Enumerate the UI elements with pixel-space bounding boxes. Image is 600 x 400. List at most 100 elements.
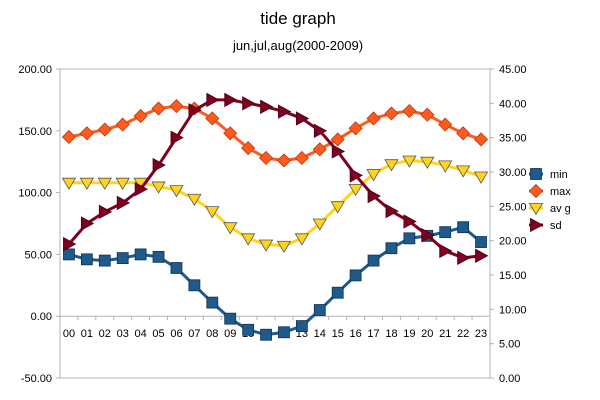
y-right-tick-label: 5.00 [499, 339, 520, 351]
legend-label-max: max [550, 186, 571, 198]
series-sd [63, 92, 489, 266]
data-point-avg [312, 218, 327, 231]
data-point-min [134, 248, 147, 261]
data-point-sd [224, 92, 238, 108]
data-point-min [475, 236, 487, 248]
data-point-sd [116, 195, 131, 211]
x-tick-label: 09 [224, 328, 236, 340]
x-tick-label: 05 [152, 328, 164, 340]
data-point-min [403, 232, 416, 245]
legend-item-max: max [528, 183, 571, 199]
x-tick-label: 08 [206, 328, 218, 340]
legend-item-avg: av g [528, 203, 571, 216]
y-right-tick-label: 0.00 [499, 373, 520, 385]
legend-label-avg: av g [550, 203, 571, 215]
data-point-sd [278, 104, 292, 119]
data-point-sd [367, 188, 381, 204]
data-point-max [97, 122, 112, 137]
data-point-avg [330, 201, 345, 214]
data-point-sd [439, 243, 453, 259]
data-point-max [420, 107, 435, 122]
data-point-max [294, 150, 309, 166]
y-left-tick-label: 200.00 [18, 64, 52, 76]
data-point-max [456, 126, 471, 141]
x-tick-label: 22 [457, 328, 469, 340]
data-point-max [366, 111, 381, 126]
chart-subtitle: jun,jul,aug(2000-2009) [232, 38, 363, 53]
data-point-min [152, 250, 165, 263]
x-tick-label: 16 [350, 328, 362, 340]
data-point-min [367, 254, 380, 267]
legend-label-min: min [550, 169, 568, 181]
data-point-sd [134, 181, 148, 197]
data-point-sd [349, 168, 363, 183]
data-point-avg [151, 181, 166, 194]
data-point-avg [61, 177, 77, 190]
data-point-avg [420, 156, 435, 169]
data-point-max [133, 108, 148, 124]
legend-marker-min [530, 168, 542, 180]
data-point-min [206, 296, 219, 309]
data-point-avg [402, 155, 417, 168]
y-left-tick-label: -50.00 [21, 373, 52, 385]
data-point-min [385, 242, 398, 255]
axes-layer: -50.00 0.00 50.00 100.00 150.00 200.00 0.00 5.0… [18, 64, 526, 385]
data-point-avg [294, 233, 310, 246]
y-left-tick-label: 0.00 [31, 311, 52, 323]
data-point-sd [188, 103, 202, 118]
data-point-sd [385, 203, 399, 219]
data-point-avg [258, 239, 274, 252]
legend-marker-max [528, 183, 544, 199]
data-point-avg [115, 177, 130, 190]
x-tick-label: 06 [170, 328, 182, 340]
data-point-min [349, 269, 362, 282]
data-point-min [439, 226, 452, 239]
y-right-tick-label: 10.00 [499, 304, 527, 316]
data-point-min [170, 262, 183, 274]
y-right-tick-label: 40.00 [499, 98, 527, 110]
data-point-avg [223, 222, 238, 235]
y-right-tick-label: 15.00 [499, 270, 527, 282]
data-point-min [260, 328, 272, 341]
data-point-max [115, 117, 130, 132]
y-right-tick-label: 30.00 [499, 167, 527, 179]
plot-frame [59, 68, 491, 379]
x-tick-label: 07 [188, 328, 200, 340]
data-point-max [402, 103, 417, 119]
data-point-avg [97, 177, 112, 190]
data-point-sd [206, 92, 220, 108]
x-tick-label: 19 [403, 328, 415, 340]
data-point-max [223, 126, 238, 141]
data-point-max [330, 132, 345, 147]
data-point-max [205, 111, 220, 126]
y-left-tick-label: 100.00 [18, 188, 52, 200]
data-point-max [276, 153, 292, 168]
data-point-sd [260, 99, 274, 114]
y-right-tick-label: 20.00 [499, 236, 527, 248]
x-tick-label: 20 [421, 328, 433, 340]
data-point-min [188, 279, 201, 292]
y-right-tick-label: 25.00 [499, 201, 527, 213]
legend-marker-avg [528, 203, 544, 216]
y-left-tick-label: 150.00 [18, 126, 52, 138]
x-tick-label: 03 [117, 328, 129, 340]
x-tick-label: 23 [475, 328, 487, 340]
data-point-avg [384, 159, 399, 172]
x-tick-label: 01 [81, 328, 93, 340]
data-point-sd [331, 144, 346, 159]
data-point-max [79, 126, 94, 141]
data-point-max [241, 141, 256, 156]
data-point-avg [187, 193, 202, 207]
data-point-avg [366, 169, 381, 182]
series-max [61, 99, 489, 168]
chart-title: tide graph [260, 9, 336, 28]
x-tick-label: 18 [385, 328, 397, 340]
series-line-avg [68, 158, 482, 248]
data-point-sd [421, 228, 435, 243]
data-point-max [169, 99, 184, 114]
series-line-max [68, 104, 482, 162]
data-point-avg [438, 160, 453, 173]
x-tick-label: 00 [63, 328, 75, 340]
